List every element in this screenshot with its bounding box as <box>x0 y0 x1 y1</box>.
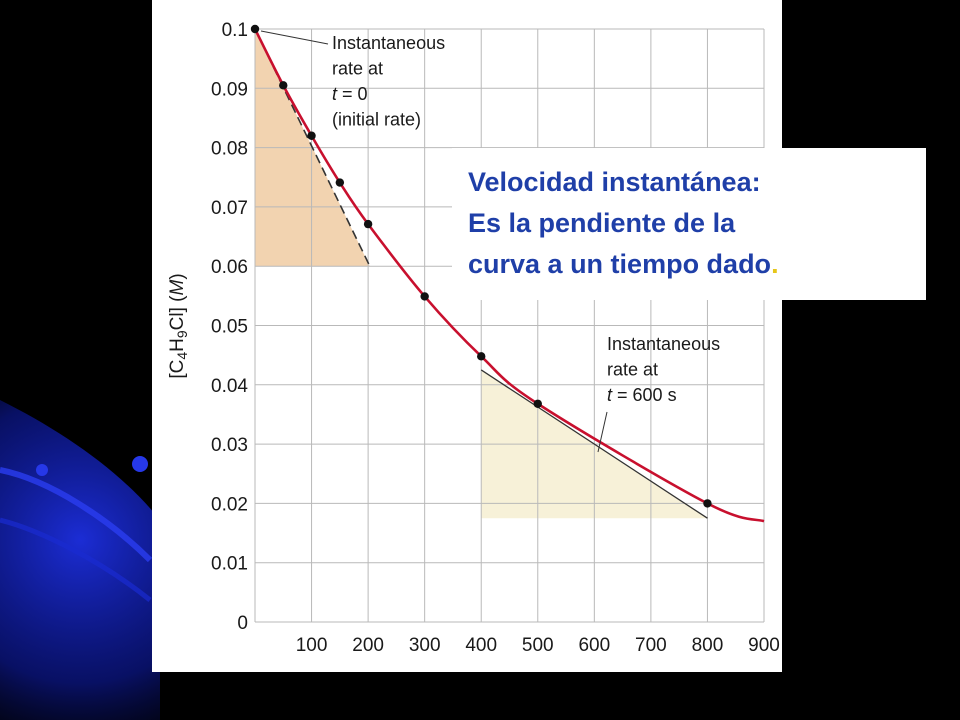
y-tick-label: 0.03 <box>211 435 248 456</box>
y-tick-label: 0.04 <box>211 376 248 397</box>
callout-line-1: Velocidad instantánea: <box>468 167 761 197</box>
annotation-600s-rate-line: rate at <box>607 360 658 380</box>
decorative-dot <box>132 456 148 472</box>
x-tick-label: 500 <box>522 635 554 656</box>
y-tick-label: 0.05 <box>211 317 248 338</box>
data-point <box>533 399 542 408</box>
data-point <box>363 219 373 229</box>
data-point <box>307 131 316 140</box>
definition-callout: Velocidad instantánea: Es la pendiente d… <box>452 148 926 300</box>
y-tick-label: 0.1 <box>222 20 248 41</box>
data-point <box>250 24 260 34</box>
data-point <box>335 178 345 187</box>
y-tick-label: 0.02 <box>211 494 248 515</box>
annotation-initial-rate-line: (initial rate) <box>332 110 421 130</box>
x-axis-title: Time (s) <box>510 670 579 672</box>
x-tick-label: 100 <box>296 635 328 656</box>
chart-panel: 0.1 0.09 0.08 0.07 0.06 0.05 0.04 0.03 0.02 0.01 0… <box>152 0 782 672</box>
x-tick-label: 600 <box>578 635 610 656</box>
annotation-leader-600s <box>597 411 608 453</box>
y-tick-label: 0.07 <box>211 198 248 219</box>
callout-line-3: curva a un tiempo dado. <box>468 244 926 285</box>
annotation-600s-rate-line: Instantaneous <box>607 334 720 354</box>
annotation-initial-rate-line: rate at <box>332 59 383 79</box>
annotation-600s-rate-line: t = 600 s <box>607 385 677 405</box>
data-point <box>420 292 429 301</box>
y-tick-label: 0.01 <box>211 554 248 575</box>
x-tick-label: 900 <box>748 635 780 656</box>
rate-chart: 0.1 0.09 0.08 0.07 0.06 0.05 0.04 0.03 0.02 0.01 0… <box>167 20 780 672</box>
data-point <box>279 81 288 90</box>
x-tick-label: 200 <box>352 635 384 656</box>
x-tick-label: 300 <box>409 635 441 656</box>
annotation-leader-initial <box>260 30 329 45</box>
callout-line-2: Es la pendiente de la <box>468 208 736 238</box>
tangent-line-600s <box>480 369 708 519</box>
callout-period: . <box>771 249 779 279</box>
y-tick-label: 0 <box>237 613 248 634</box>
decorative-dot <box>36 464 48 476</box>
data-point <box>477 352 486 361</box>
annotation-initial-rate-line: t = 0 <box>332 84 368 104</box>
y-tick-label: 0.06 <box>211 257 248 278</box>
x-tick-label: 800 <box>692 635 724 656</box>
y-axis-title: [C4H9Cl] (M) <box>167 273 190 378</box>
y-tick-label: 0.09 <box>211 79 248 100</box>
x-tick-label: 400 <box>465 635 497 656</box>
x-tick-label: 700 <box>635 635 667 656</box>
annotation-initial-rate-line: Instantaneous <box>332 33 445 53</box>
callout-line-3-text: curva a un tiempo dado <box>468 249 772 279</box>
y-tick-label: 0.08 <box>211 139 248 160</box>
data-point <box>703 499 712 508</box>
